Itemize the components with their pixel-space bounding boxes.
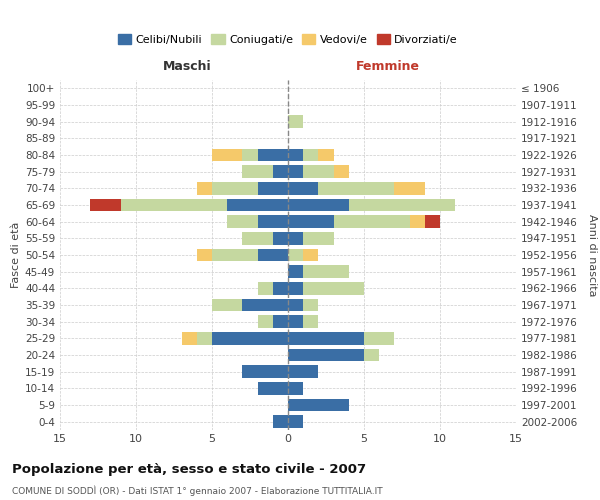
Bar [288, 116, 303, 128]
Bar [288, 316, 303, 328]
Bar [288, 199, 349, 211]
Bar [288, 366, 319, 378]
Bar [334, 166, 349, 178]
Bar [288, 216, 334, 228]
Bar [288, 282, 303, 294]
Y-axis label: Anni di nascita: Anni di nascita [587, 214, 597, 296]
Bar [319, 182, 394, 194]
Bar [303, 282, 364, 294]
Bar [288, 248, 303, 261]
Bar [303, 232, 334, 244]
Bar [288, 232, 303, 244]
Bar [425, 216, 440, 228]
Text: Popolazione per età, sesso e stato civile - 2007: Popolazione per età, sesso e stato civil… [12, 462, 366, 475]
Bar [288, 166, 303, 178]
Bar [212, 298, 242, 311]
Text: Maschi: Maschi [163, 60, 212, 73]
Bar [288, 266, 303, 278]
Bar [273, 416, 288, 428]
Text: COMUNE DI SODDÌ (OR) - Dati ISTAT 1° gennaio 2007 - Elaborazione TUTTITALIA.IT: COMUNE DI SODDÌ (OR) - Dati ISTAT 1° gen… [12, 485, 383, 496]
Bar [257, 182, 288, 194]
Bar [303, 298, 319, 311]
Bar [364, 332, 394, 344]
Bar [212, 332, 288, 344]
Bar [257, 382, 288, 394]
Bar [273, 166, 288, 178]
Bar [257, 248, 288, 261]
Bar [288, 149, 303, 162]
Bar [197, 182, 212, 194]
Bar [288, 399, 349, 411]
Bar [303, 266, 349, 278]
Bar [273, 282, 288, 294]
Bar [197, 332, 212, 344]
Bar [410, 216, 425, 228]
Bar [273, 232, 288, 244]
Bar [212, 248, 257, 261]
Legend: Celibi/Nubili, Coniugati/e, Vedovi/e, Divorziati/e: Celibi/Nubili, Coniugati/e, Vedovi/e, Di… [113, 30, 463, 49]
Bar [288, 182, 319, 194]
Bar [273, 316, 288, 328]
Bar [319, 149, 334, 162]
Bar [303, 248, 319, 261]
Bar [197, 248, 212, 261]
Bar [227, 199, 288, 211]
Bar [303, 316, 319, 328]
Bar [242, 366, 288, 378]
Y-axis label: Fasce di età: Fasce di età [11, 222, 21, 288]
Bar [288, 382, 303, 394]
Bar [303, 149, 319, 162]
Bar [91, 199, 121, 211]
Bar [257, 149, 288, 162]
Bar [257, 316, 273, 328]
Text: Femmine: Femmine [356, 60, 421, 73]
Bar [288, 332, 364, 344]
Bar [394, 182, 425, 194]
Bar [349, 199, 455, 211]
Bar [227, 216, 257, 228]
Bar [212, 149, 242, 162]
Bar [242, 166, 273, 178]
Bar [257, 216, 288, 228]
Bar [242, 149, 257, 162]
Bar [288, 298, 303, 311]
Bar [288, 349, 364, 361]
Bar [242, 232, 273, 244]
Bar [121, 199, 227, 211]
Bar [242, 298, 288, 311]
Bar [364, 349, 379, 361]
Bar [212, 182, 257, 194]
Bar [182, 332, 197, 344]
Bar [257, 282, 273, 294]
Bar [288, 416, 303, 428]
Bar [334, 216, 410, 228]
Bar [303, 166, 334, 178]
